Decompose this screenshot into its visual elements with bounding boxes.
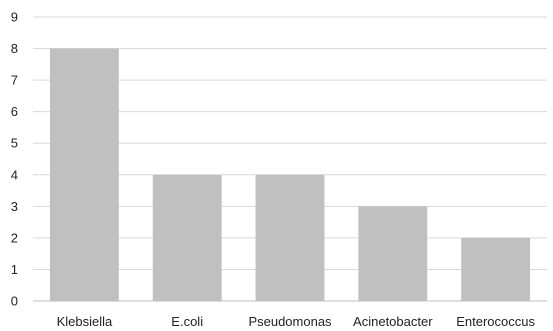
y-tick-label: 1: [11, 262, 18, 277]
y-tick-label: 4: [11, 167, 18, 182]
x-tick-label: Pseudomonas: [248, 314, 332, 329]
bars: [49, 48, 531, 301]
x-tick-label: Klebsiella: [57, 314, 113, 329]
y-tick-label: 9: [11, 10, 18, 25]
y-tick-labels: 0 1 2 3 4 5 6 7 8 9: [11, 10, 18, 309]
y-tick-label: 7: [11, 73, 18, 88]
y-tick-label: 8: [11, 41, 18, 56]
y-tick-label: 0: [11, 294, 18, 309]
bar-enterococcus: [461, 237, 531, 301]
y-tick-label: 6: [11, 104, 18, 119]
x-tick-label: Enterococcus: [456, 314, 535, 329]
bar-acinetobacter: [358, 206, 428, 301]
y-tick-label: 3: [11, 199, 18, 214]
x-tick-label: Acinetobacter: [353, 314, 433, 329]
bar-e-coli: [152, 174, 222, 301]
x-tick-labels: Klebsiella E.coli Pseudomonas Acinetobacter…: [57, 314, 536, 329]
bar-klebsiella: [49, 48, 119, 301]
x-tick-label: E.coli: [171, 314, 203, 329]
y-tick-label: 2: [11, 230, 18, 245]
y-tick-label: 5: [11, 136, 18, 151]
bar-pseudomonas: [255, 174, 325, 301]
